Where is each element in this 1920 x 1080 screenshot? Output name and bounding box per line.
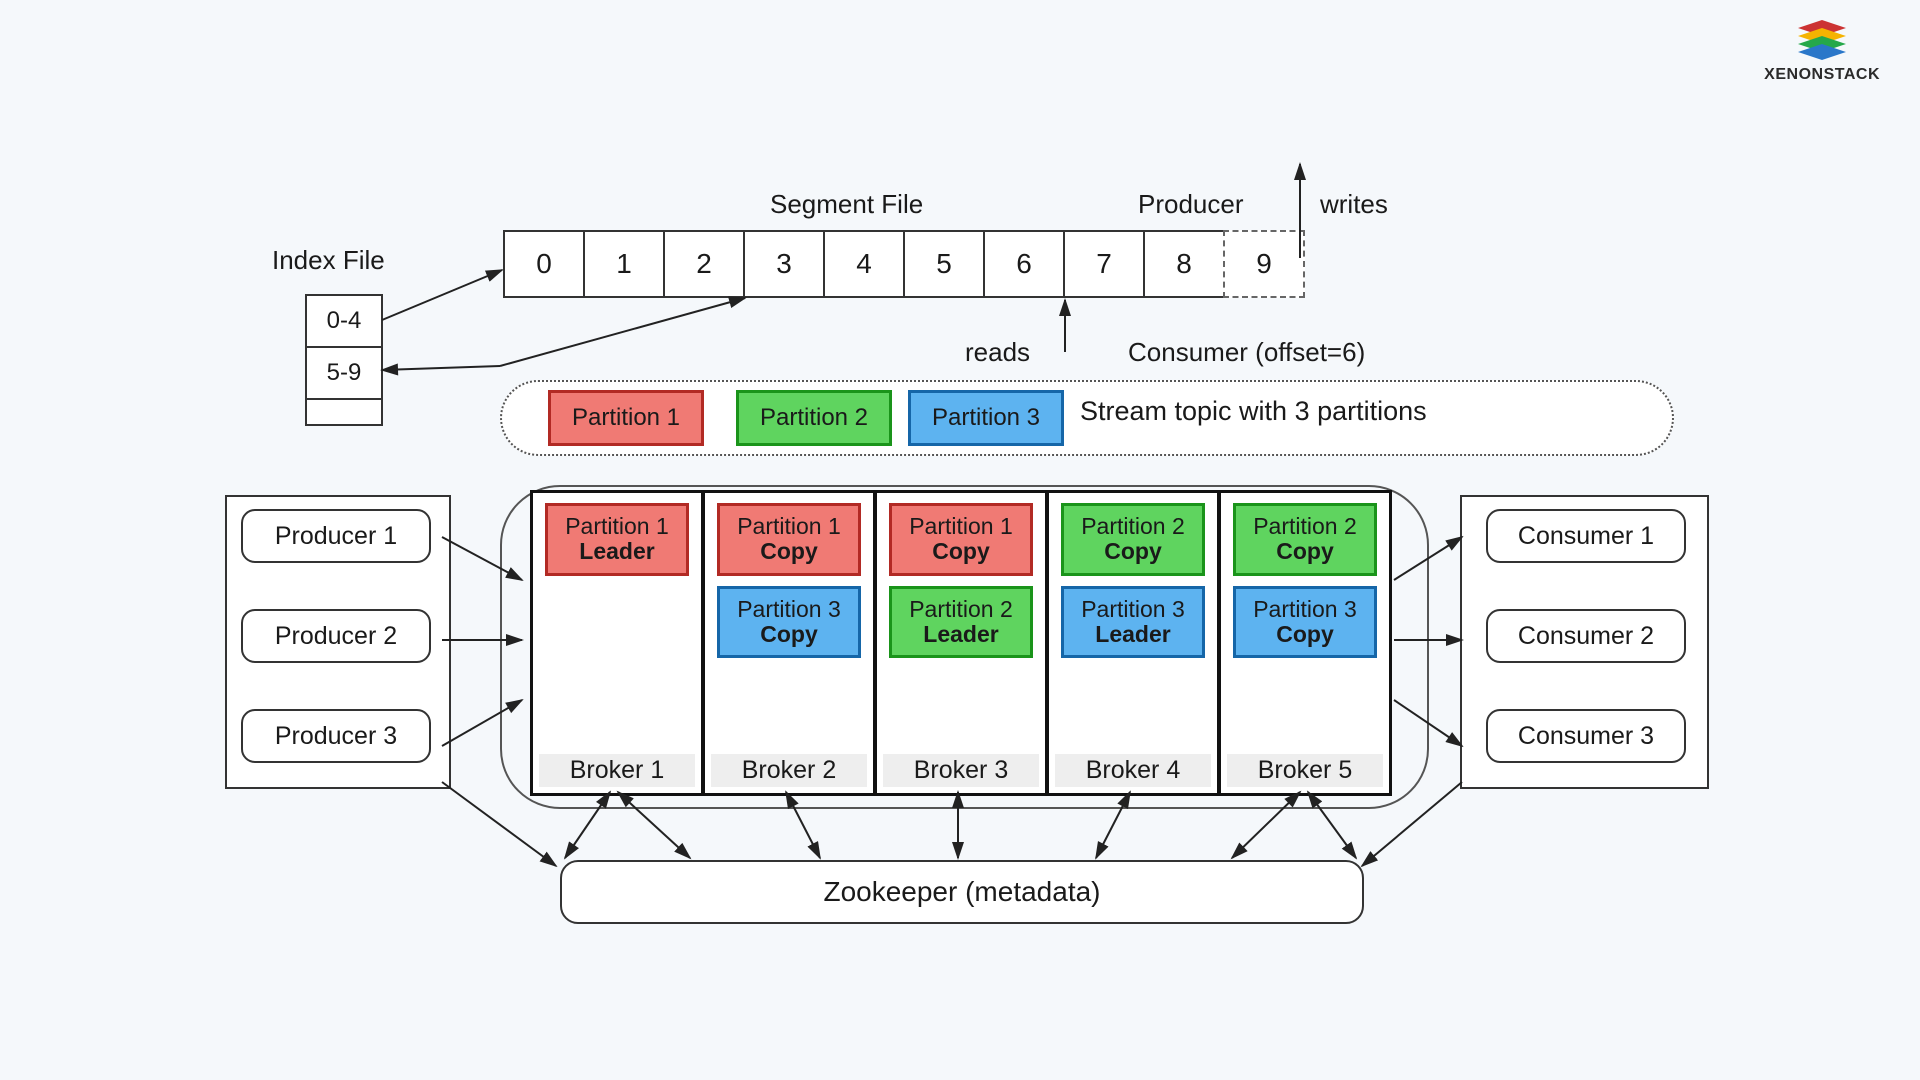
arrow bbox=[382, 270, 502, 320]
text-label: Index File bbox=[272, 245, 385, 276]
text-label: Segment File bbox=[770, 189, 923, 220]
producer-box: Producer 1 bbox=[241, 509, 431, 563]
producer-box: Producer 3 bbox=[241, 709, 431, 763]
segment-cell: 2 bbox=[663, 230, 745, 298]
topic-partition: Partition 3 bbox=[908, 390, 1064, 446]
broker-label: Broker 2 bbox=[711, 754, 867, 787]
broker-partition: Partition 2Leader bbox=[889, 586, 1033, 659]
consumer-box: Consumer 3 bbox=[1486, 709, 1686, 763]
zookeeper-box: Zookeeper (metadata) bbox=[560, 860, 1364, 924]
segment-cell: 3 bbox=[743, 230, 825, 298]
consumer-box: Consumer 2 bbox=[1486, 609, 1686, 663]
segment-file-row: 0123456789 bbox=[505, 230, 1305, 298]
broker-partition: Partition 1Leader bbox=[545, 503, 689, 576]
segment-cell: 6 bbox=[983, 230, 1065, 298]
broker-label: Broker 5 bbox=[1227, 754, 1383, 787]
broker-box: Partition 2Copy Partition 3Leader Broker 4 bbox=[1046, 490, 1220, 796]
arrow bbox=[382, 366, 500, 370]
segment-cell: 5 bbox=[903, 230, 985, 298]
brand-logo: XENONSTACK bbox=[1764, 20, 1880, 84]
broker-label: Broker 1 bbox=[539, 754, 695, 787]
consumer-box: Consumer 1 bbox=[1486, 509, 1686, 563]
broker-box: Partition 1Copy Partition 2Leader Broker 3 bbox=[874, 490, 1048, 796]
broker-box: Partition 2Copy Partition 3Copy Broker 5 bbox=[1218, 490, 1392, 796]
index-cell: 5-9 bbox=[305, 346, 383, 400]
text-label: writes bbox=[1320, 189, 1388, 220]
index-cell-empty bbox=[305, 398, 383, 426]
broker-partition: Partition 1Copy bbox=[889, 503, 1033, 576]
broker-label: Broker 3 bbox=[883, 754, 1039, 787]
broker-box: Partition 1Copy Partition 3Copy Broker 2 bbox=[702, 490, 876, 796]
text-label: Stream topic with 3 partitions bbox=[1080, 396, 1427, 427]
segment-cell: 9 bbox=[1223, 230, 1305, 298]
producer-box: Producer 2 bbox=[241, 609, 431, 663]
segment-cell: 7 bbox=[1063, 230, 1145, 298]
broker-partition: Partition 2Copy bbox=[1233, 503, 1377, 576]
broker-box: Partition 1Leader Broker 1 bbox=[530, 490, 704, 796]
broker-partition: Partition 3Copy bbox=[1233, 586, 1377, 659]
broker-label: Broker 4 bbox=[1055, 754, 1211, 787]
broker-partition: Partition 3Copy bbox=[717, 586, 861, 659]
topic-partition: Partition 1 bbox=[548, 390, 704, 446]
diagram-canvas: XENONSTACK Segment File Producer writes Inde… bbox=[0, 0, 1920, 1080]
text-label: reads bbox=[965, 337, 1030, 368]
arrow bbox=[500, 298, 745, 366]
segment-cell: 4 bbox=[823, 230, 905, 298]
segment-cell: 8 bbox=[1143, 230, 1225, 298]
logo-stack-icon bbox=[1794, 20, 1850, 62]
broker-partition: Partition 2Copy bbox=[1061, 503, 1205, 576]
text-label: Consumer (offset=6) bbox=[1128, 337, 1365, 368]
broker-partition: Partition 3Leader bbox=[1061, 586, 1205, 659]
index-file-column: 0-45-9 bbox=[305, 296, 383, 426]
segment-cell: 0 bbox=[503, 230, 585, 298]
text-label: Producer bbox=[1138, 189, 1244, 220]
segment-cell: 1 bbox=[583, 230, 665, 298]
index-cell: 0-4 bbox=[305, 294, 383, 348]
topic-partition: Partition 2 bbox=[736, 390, 892, 446]
brand-name: XENONSTACK bbox=[1764, 66, 1880, 84]
broker-partition: Partition 1Copy bbox=[717, 503, 861, 576]
